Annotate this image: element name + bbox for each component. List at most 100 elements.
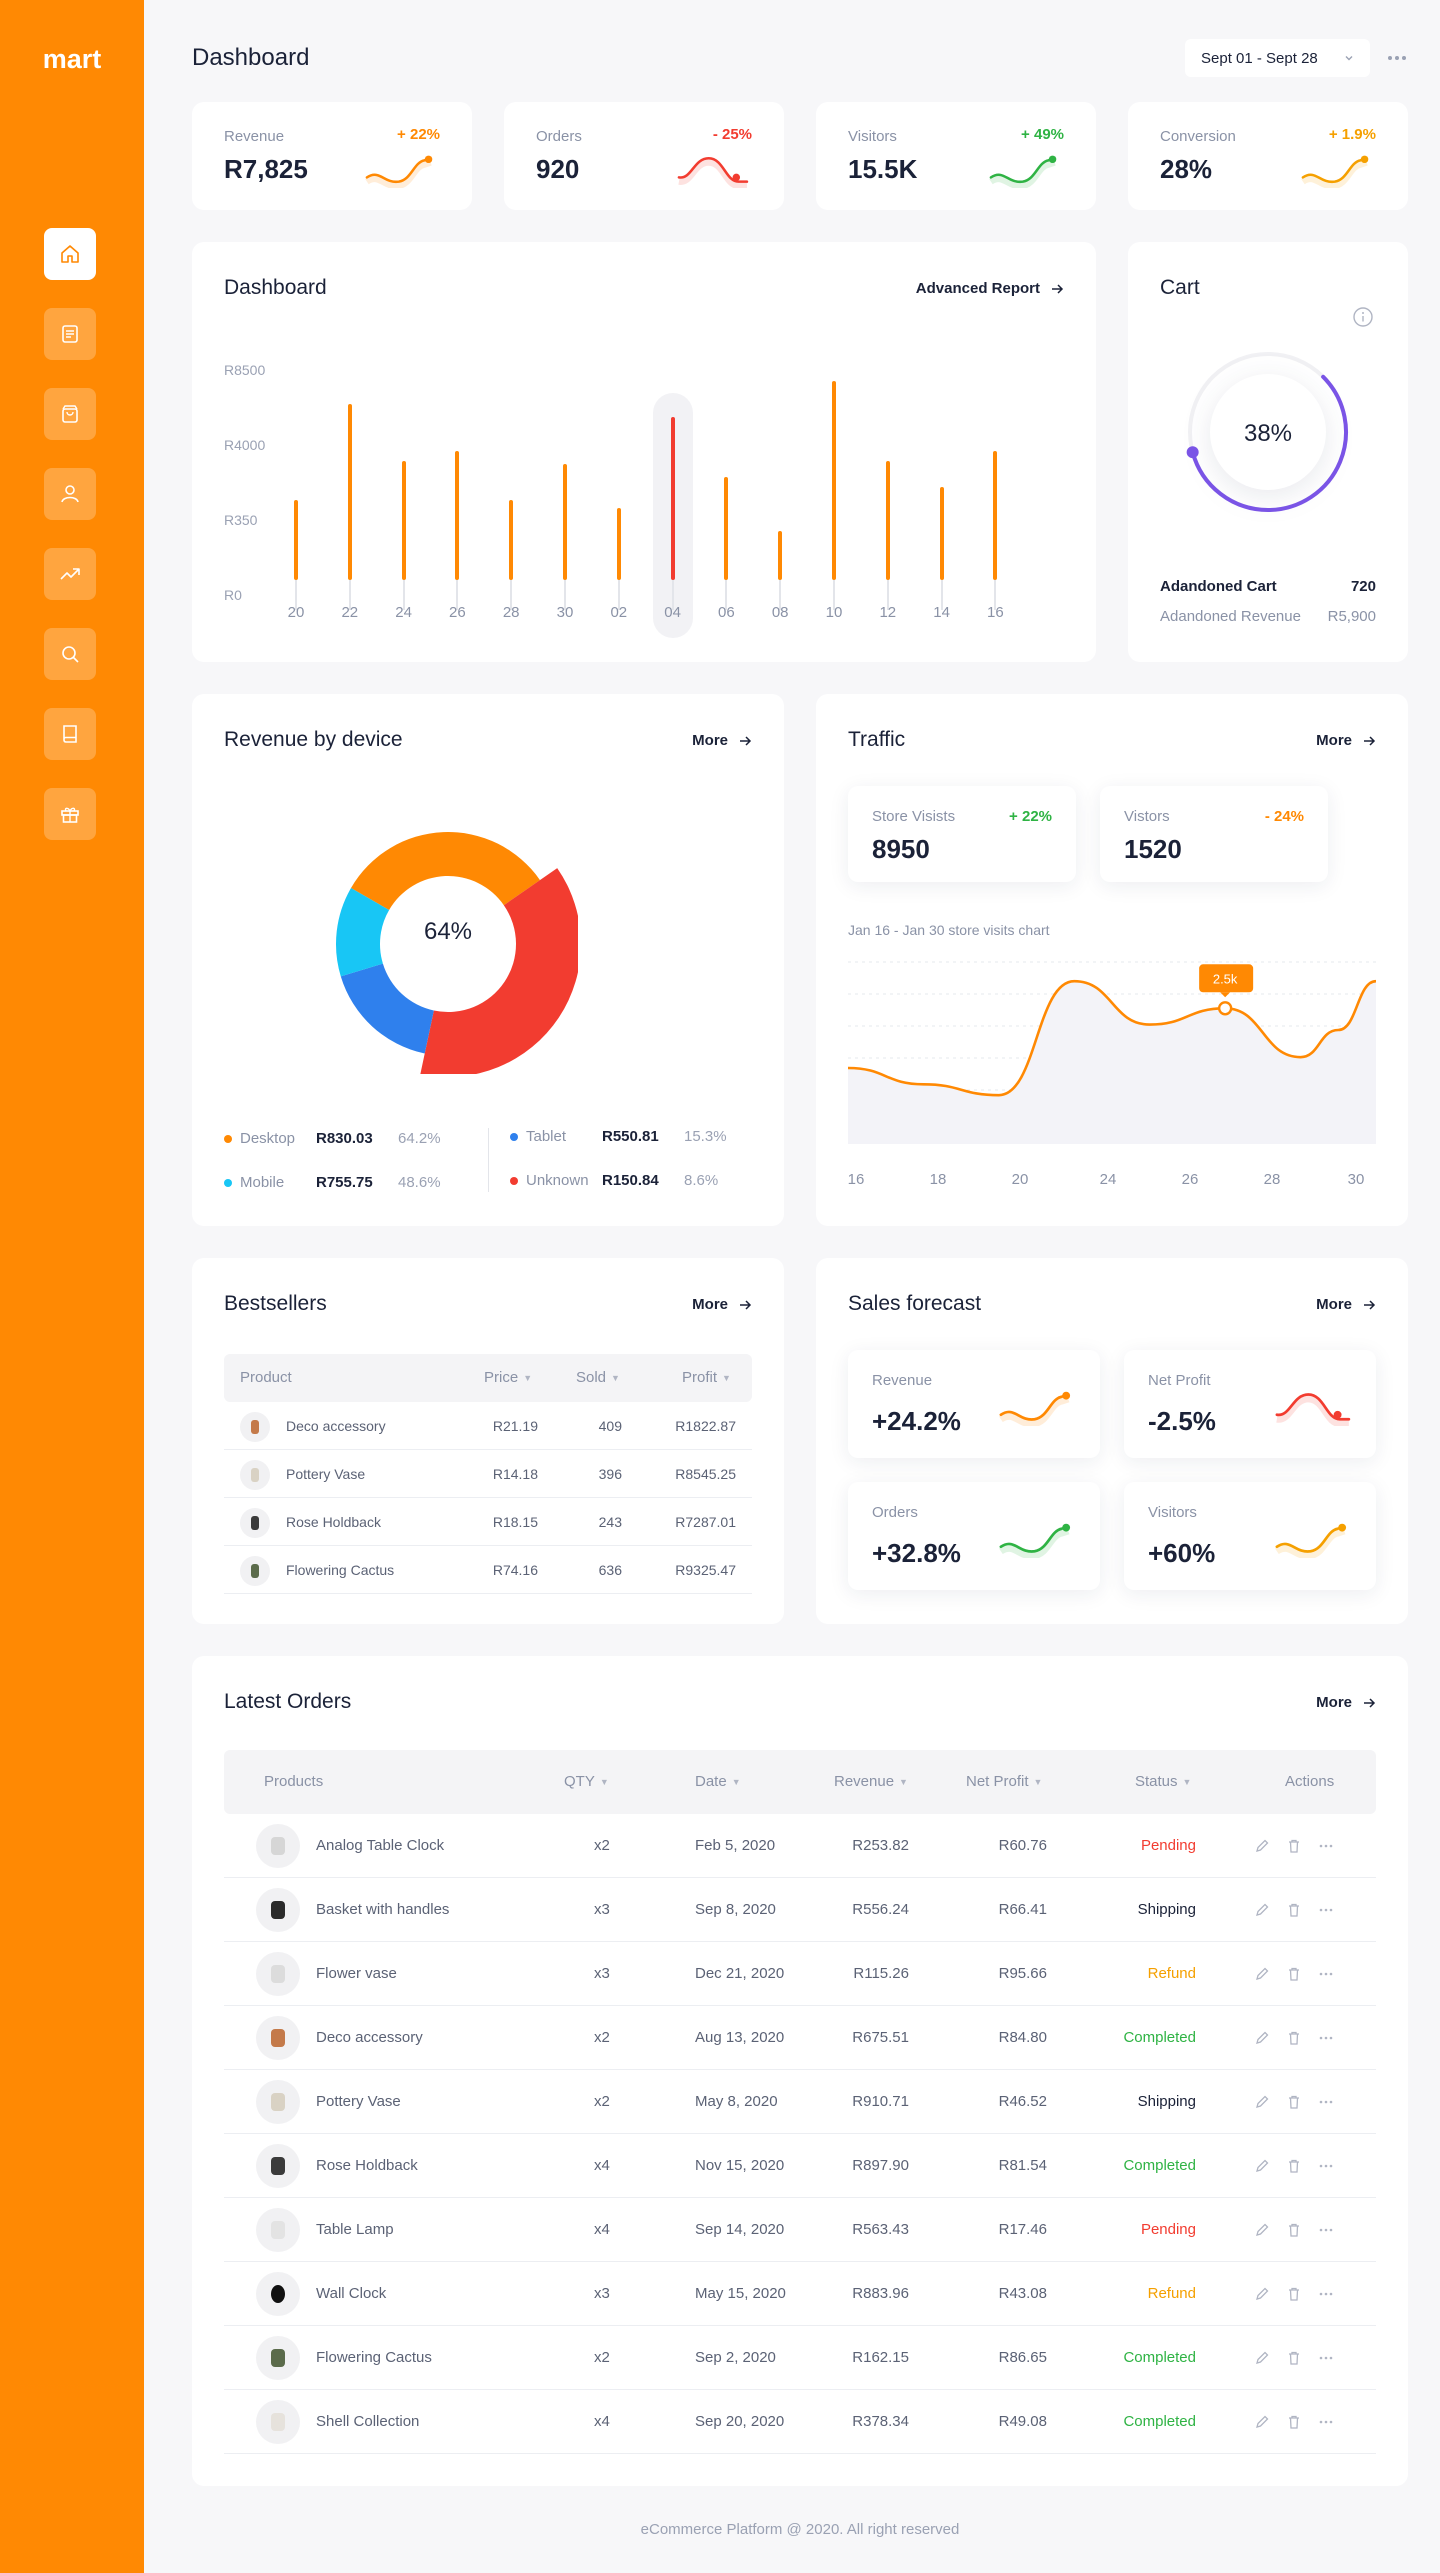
more-horizontal-icon[interactable] (1318, 2286, 1334, 2302)
line-point[interactable] (1217, 1001, 1233, 1016)
profit-cell: R7287.01 (675, 1514, 736, 1530)
bar[interactable] (455, 450, 460, 580)
more-link[interactable]: More (1316, 732, 1376, 749)
table-row[interactable]: Shell Collection x4 Sep 20, 2020 R378.34 R49… (224, 2390, 1376, 2454)
column-header[interactable]: Status ▼ (1135, 1773, 1192, 1790)
edit-icon[interactable] (1254, 2030, 1270, 2046)
edit-icon[interactable] (1254, 2414, 1270, 2430)
column-header[interactable]: Date ▼ (695, 1773, 741, 1790)
donut-slice-mobile[interactable] (336, 888, 390, 977)
bar[interactable] (993, 450, 998, 580)
trash-icon[interactable] (1286, 2158, 1302, 2174)
edit-icon[interactable] (1254, 2222, 1270, 2238)
info-icon[interactable] (1352, 306, 1374, 328)
table-row[interactable]: Flower vase x3 Dec 21, 2020 R115.26 R95.66 Re… (224, 1942, 1376, 2006)
edit-icon[interactable] (1254, 1966, 1270, 1982)
bar[interactable] (294, 499, 298, 580)
more-options-icon[interactable] (1388, 48, 1412, 68)
more-horizontal-icon[interactable] (1318, 2158, 1334, 2174)
edit-icon[interactable] (1254, 1902, 1270, 1918)
table-row[interactable]: Basket with handles x3 Sep 8, 2020 R556.24 R… (224, 1878, 1376, 1942)
bar[interactable] (832, 381, 836, 580)
bar[interactable] (401, 461, 406, 580)
bar[interactable] (347, 404, 352, 580)
bar[interactable] (563, 463, 567, 580)
row-actions (1254, 2222, 1334, 2238)
forecast-label: Visitors (1148, 1504, 1197, 1521)
more-horizontal-icon[interactable] (1318, 1902, 1334, 1918)
sidebar-item-home[interactable] (44, 228, 96, 280)
sidebar-item-shopping-bag[interactable] (44, 388, 96, 440)
column-header[interactable]: Net Profit ▼ (966, 1773, 1043, 1790)
trash-icon[interactable] (1286, 1902, 1302, 1918)
table-row[interactable]: Rose Holdback x4 Nov 15, 2020 R897.90 R81.54… (224, 2134, 1376, 2198)
traffic-card: Traffic More Store Visists 8950 + 22% Visto… (816, 694, 1408, 1226)
bar[interactable] (509, 499, 514, 580)
bar[interactable] (939, 486, 944, 580)
trash-icon[interactable] (1286, 2030, 1302, 2046)
sidebar-item-document[interactable] (44, 308, 96, 360)
edit-icon[interactable] (1254, 1838, 1270, 1854)
column-header[interactable]: Price ▼ (484, 1369, 533, 1386)
more-link[interactable]: More (1316, 1694, 1376, 1711)
column-header[interactable]: Revenue ▼ (834, 1773, 908, 1790)
x-tick-label: 28 (502, 604, 520, 621)
table-row[interactable]: Analog Table Clock x2 Feb 5, 2020 R253.82 R6… (224, 1814, 1376, 1878)
sidebar-item-book[interactable] (44, 708, 96, 760)
trash-icon[interactable] (1286, 1966, 1302, 1982)
table-row[interactable]: Pottery Vase R14.18 396 R8545.25 (224, 1450, 752, 1498)
revenue-cell: R883.96 (852, 2285, 909, 2302)
more-link[interactable]: More (1316, 1296, 1376, 1313)
bar[interactable] (724, 476, 729, 580)
column-header[interactable]: QTY ▼ (564, 1773, 609, 1790)
table-row[interactable]: Flowering Cactus R74.16 636 R9325.47 (224, 1546, 752, 1594)
date-range-picker[interactable]: Sept 01 - Sept 28 (1185, 39, 1370, 77)
more-horizontal-icon[interactable] (1318, 2094, 1334, 2110)
trash-icon[interactable] (1286, 2286, 1302, 2302)
bar[interactable] (885, 461, 890, 580)
donut-slice-unknown[interactable] (420, 868, 578, 1074)
table-row[interactable]: Deco accessory x2 Aug 13, 2020 R675.51 R84.8… (224, 2006, 1376, 2070)
bar[interactable] (778, 530, 783, 580)
bar[interactable] (616, 507, 621, 580)
trash-icon[interactable] (1286, 2222, 1302, 2238)
donut-slice-desktop[interactable] (351, 832, 540, 910)
sidebar-item-user[interactable] (44, 468, 96, 520)
table-row[interactable]: Flowering Cactus x2 Sep 2, 2020 R162.15 R86.… (224, 2326, 1376, 2390)
sidebar-item-trending-up[interactable] (44, 548, 96, 600)
more-horizontal-icon[interactable] (1318, 1838, 1334, 1854)
column-header[interactable]: Products (264, 1773, 324, 1790)
kpi-sparkline (365, 155, 433, 188)
home-icon (61, 245, 79, 263)
table-row[interactable]: Deco accessory R21.19 409 R1822.87 (224, 1402, 752, 1450)
more-horizontal-icon[interactable] (1318, 2222, 1334, 2238)
donut-slice-tablet[interactable] (340, 963, 434, 1054)
more-horizontal-icon[interactable] (1318, 2414, 1334, 2430)
edit-icon[interactable] (1254, 2286, 1270, 2302)
trash-icon[interactable] (1286, 1838, 1302, 1854)
more-horizontal-icon[interactable] (1318, 1966, 1334, 1982)
table-row[interactable]: Pottery Vase x2 May 8, 2020 R910.71 R46.52 Sh… (224, 2070, 1376, 2134)
more-link[interactable]: More (692, 732, 752, 749)
trash-icon[interactable] (1286, 2350, 1302, 2366)
trash-icon[interactable] (1286, 2094, 1302, 2110)
edit-icon[interactable] (1254, 2350, 1270, 2366)
advanced-report-link[interactable]: Advanced Report (916, 280, 1064, 297)
bar[interactable] (670, 417, 675, 580)
more-link[interactable]: More (692, 1296, 752, 1313)
sidebar-item-search[interactable] (44, 628, 96, 680)
trash-icon[interactable] (1286, 2414, 1302, 2430)
app-logo[interactable]: mart (42, 44, 102, 74)
table-row[interactable]: Table Lamp x4 Sep 14, 2020 R563.43 R17.46 Pen… (224, 2198, 1376, 2262)
edit-icon[interactable] (1254, 2094, 1270, 2110)
more-horizontal-icon[interactable] (1318, 2350, 1334, 2366)
edit-icon[interactable] (1254, 2158, 1270, 2174)
column-header[interactable]: Sold ▼ (576, 1369, 620, 1386)
column-header[interactable]: Profit ▼ (682, 1369, 731, 1386)
sidebar-item-gift[interactable] (44, 788, 96, 840)
x-tick-label: 16 (987, 604, 1004, 621)
more-horizontal-icon[interactable] (1318, 2030, 1334, 2046)
table-row[interactable]: Rose Holdback R18.15 243 R7287.01 (224, 1498, 752, 1546)
column-header[interactable]: Product (240, 1369, 292, 1386)
table-row[interactable]: Wall Clock x3 May 15, 2020 R883.96 R43.08 Ref… (224, 2262, 1376, 2326)
